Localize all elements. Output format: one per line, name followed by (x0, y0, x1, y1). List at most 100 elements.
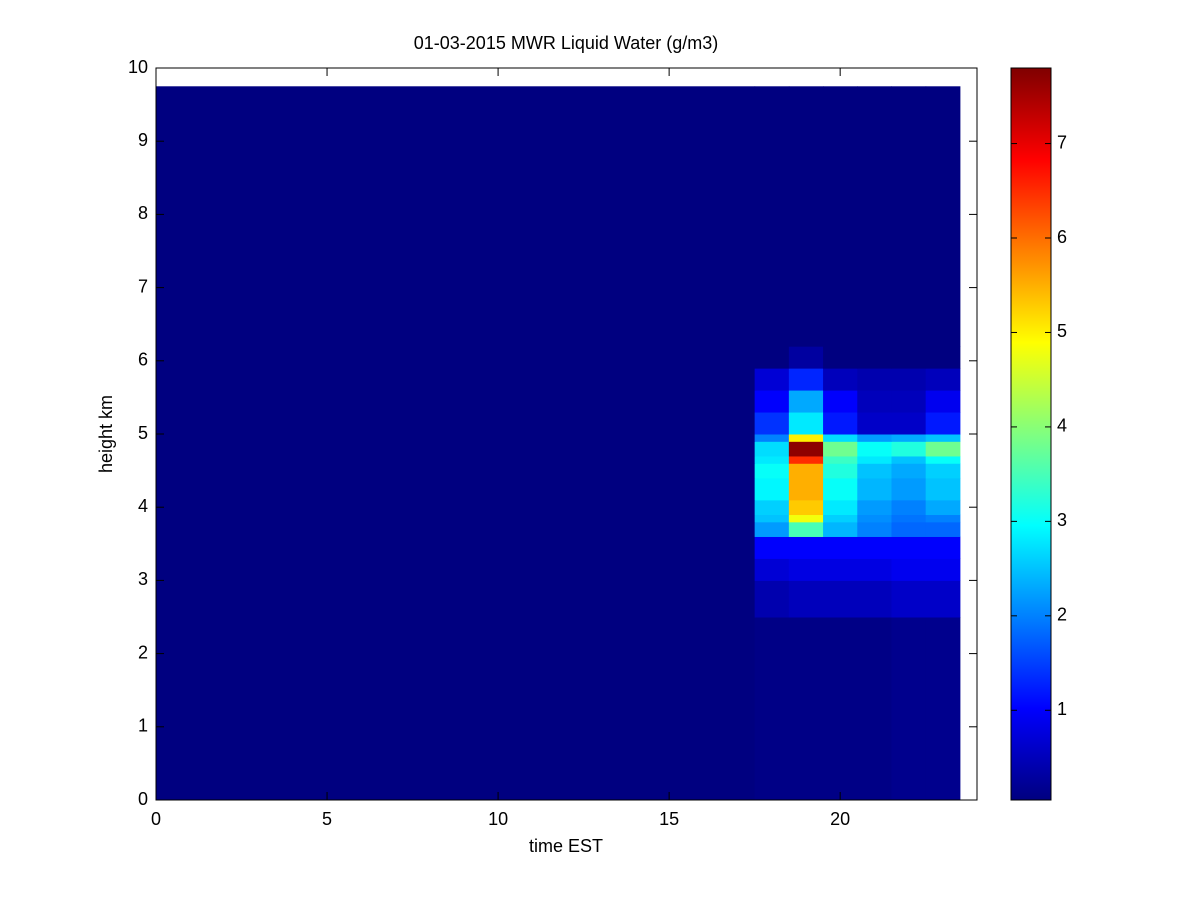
heatmap-cell (857, 521, 892, 537)
heatmap-cell (788, 412, 824, 435)
heatmap-cell (823, 346, 858, 369)
heatmap-cell (823, 558, 858, 581)
heatmap-cell (156, 580, 756, 618)
y-tick-label: 5 (138, 423, 148, 443)
heatmap-cell (925, 86, 961, 347)
heatmap-cell (156, 390, 756, 413)
x-tick-label: 10 (488, 809, 508, 829)
heatmap-cell (156, 368, 756, 391)
y-tick-label: 6 (138, 350, 148, 370)
heatmap-cell (857, 390, 892, 413)
heatmap-cell (788, 463, 824, 479)
heatmap-cell (823, 86, 858, 347)
colorbar-tick-label: 3 (1057, 510, 1067, 530)
heatmap-cell (925, 463, 961, 479)
heatmap-cell (891, 390, 927, 413)
heatmap-cell (156, 412, 756, 435)
heatmap-cell (857, 86, 892, 347)
y-tick-label: 8 (138, 203, 148, 223)
heatmap-cell (891, 368, 927, 391)
heatmap-cell (754, 477, 790, 501)
heatmap-cell (823, 412, 858, 435)
heatmap-cell (891, 455, 927, 464)
heatmap-cell (857, 617, 892, 801)
colorbar-tick-label: 4 (1057, 416, 1067, 436)
heatmap-cell (857, 441, 892, 457)
y-tick-label: 1 (138, 716, 148, 736)
heatmap-cell (891, 580, 927, 618)
heatmap-cell (925, 346, 961, 369)
heatmap-cell (925, 412, 961, 435)
heatmap-cell (754, 536, 790, 559)
heatmap-cell (754, 617, 790, 801)
heatmap-cell (925, 455, 961, 464)
heatmap-cell (156, 521, 756, 537)
heatmap-cell (754, 412, 790, 435)
heatmap-cell (788, 86, 824, 347)
heatmap-cell (925, 536, 961, 559)
heatmap-cell (891, 441, 927, 457)
heatmap-cell (156, 434, 756, 442)
heatmap-cell (925, 514, 961, 523)
heatmap-cell (925, 558, 961, 581)
heatmap-cell (925, 390, 961, 413)
x-axis-label: time EST (529, 836, 603, 856)
heatmap-cell (925, 499, 961, 516)
heatmap-cell (754, 346, 790, 369)
heatmap-cell (891, 346, 927, 369)
heatmap-cell (857, 514, 892, 523)
heatmap-cell (891, 463, 927, 479)
heatmap-cell (925, 580, 961, 618)
heatmap-cell (823, 580, 858, 618)
heatmap-cell (823, 390, 858, 413)
heatmap-cell (823, 368, 858, 391)
heatmap-cell (857, 412, 892, 435)
heatmap-cell (754, 580, 790, 618)
heatmap-cell (788, 441, 824, 457)
heatmap-cell (891, 536, 927, 559)
heatmap-cell (857, 536, 892, 559)
heatmap-cell (754, 441, 790, 457)
heatmap-cell (788, 455, 824, 464)
heatmap-cell (754, 499, 790, 516)
y-tick-label: 4 (138, 496, 148, 516)
heatmap-cell (857, 368, 892, 391)
heatmap-cell (156, 455, 756, 464)
colorbar-tick-label: 6 (1057, 227, 1067, 247)
heatmap-cell (754, 390, 790, 413)
heatmap-cell (823, 463, 858, 479)
heatmap-cell (788, 617, 824, 801)
heatmap-cell (857, 580, 892, 618)
y-tick-label: 7 (138, 276, 148, 296)
colorbar (1010, 67, 1052, 801)
heatmap-cell (754, 521, 790, 537)
heatmap-cell (788, 558, 824, 581)
colorbar-tick-label: 5 (1057, 321, 1067, 341)
heatmap-cell (754, 558, 790, 581)
heatmap-cell (156, 499, 756, 516)
heatmap-cell (857, 477, 892, 501)
heatmap-cell (156, 617, 756, 801)
heatmap-cell (925, 617, 961, 801)
heatmap-cell (156, 86, 756, 347)
heatmap-cell (156, 536, 756, 559)
heatmap-cell (891, 86, 927, 347)
heatmap-cell (754, 455, 790, 464)
colorbar-tick-label: 2 (1057, 605, 1067, 625)
heatmap-cell (891, 477, 927, 501)
heatmap-cell (156, 441, 756, 457)
y-tick-label: 9 (138, 130, 148, 150)
heatmap-cell (823, 617, 858, 801)
heatmap-cell (823, 441, 858, 457)
heatmap-cell (788, 477, 824, 501)
heatmap-cell (891, 499, 927, 516)
heatmap-cell (823, 536, 858, 559)
heatmap-cell (857, 463, 892, 479)
heatmap-cell (891, 558, 927, 581)
heatmap-cell (788, 521, 824, 537)
heatmap-cell (788, 434, 824, 442)
heatmap-cell (857, 455, 892, 464)
heatmap-cell (156, 558, 756, 581)
heatmap-cell (891, 434, 927, 442)
x-tick-label: 15 (659, 809, 679, 829)
